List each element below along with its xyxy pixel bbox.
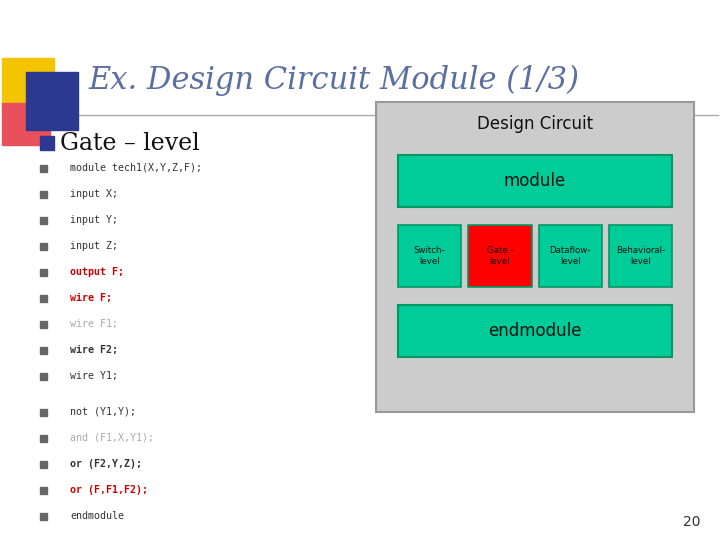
Text: input X;: input X;	[70, 189, 118, 199]
Text: wire F;: wire F;	[70, 293, 112, 303]
Bar	[40, 487, 47, 494]
Text: Dataflow-
level: Dataflow- level	[549, 246, 591, 266]
Bar	[40, 243, 47, 250]
Text: input Y;: input Y;	[70, 215, 118, 225]
Text: and (F1,X,Y1);: and (F1,X,Y1);	[70, 433, 154, 443]
Bar	[26, 72, 78, 130]
FancyBboxPatch shape	[376, 102, 694, 412]
Bar	[40, 513, 47, 520]
Text: module tech1(X,Y,Z,F);: module tech1(X,Y,Z,F);	[70, 163, 202, 173]
Bar	[40, 217, 47, 224]
Text: output F;: output F;	[70, 267, 124, 277]
Bar	[40, 409, 47, 416]
FancyBboxPatch shape	[608, 225, 672, 287]
FancyBboxPatch shape	[468, 225, 531, 287]
Text: Switch-
level: Switch- level	[414, 246, 446, 266]
Text: Design Circuit: Design Circuit	[477, 115, 593, 133]
Bar	[40, 435, 47, 442]
Bar	[40, 347, 47, 354]
Bar	[40, 191, 47, 198]
Text: wire F1;: wire F1;	[70, 319, 118, 329]
Bar	[2, 58, 54, 110]
Text: Gate -
level: Gate - level	[487, 246, 513, 266]
FancyBboxPatch shape	[539, 225, 602, 287]
Bar	[2, 103, 50, 145]
Text: 20: 20	[683, 515, 700, 529]
Text: endmodule: endmodule	[488, 322, 582, 340]
Bar	[40, 461, 47, 468]
Bar	[40, 373, 47, 380]
Text: Ex. Design Circuit Module (1/3): Ex. Design Circuit Module (1/3)	[88, 64, 579, 96]
Text: not (Y1,Y);: not (Y1,Y);	[70, 407, 136, 417]
Bar	[40, 136, 54, 150]
Text: wire Y1;: wire Y1;	[70, 371, 118, 381]
Text: module: module	[504, 172, 566, 190]
Text: input Z;: input Z;	[70, 241, 118, 251]
Text: Gate – level: Gate – level	[60, 132, 199, 154]
FancyBboxPatch shape	[398, 305, 672, 357]
Bar	[40, 321, 47, 328]
FancyBboxPatch shape	[398, 225, 462, 287]
Bar	[40, 269, 47, 276]
Bar	[40, 295, 47, 302]
Text: Behavioral-
level: Behavioral- level	[616, 246, 665, 266]
Bar	[40, 165, 47, 172]
Text: or (F,F1,F2);: or (F,F1,F2);	[70, 485, 148, 495]
Text: wire F2;: wire F2;	[70, 345, 118, 355]
Text: endmodule: endmodule	[70, 511, 124, 521]
Text: or (F2,Y,Z);: or (F2,Y,Z);	[70, 459, 142, 469]
FancyBboxPatch shape	[398, 155, 672, 207]
